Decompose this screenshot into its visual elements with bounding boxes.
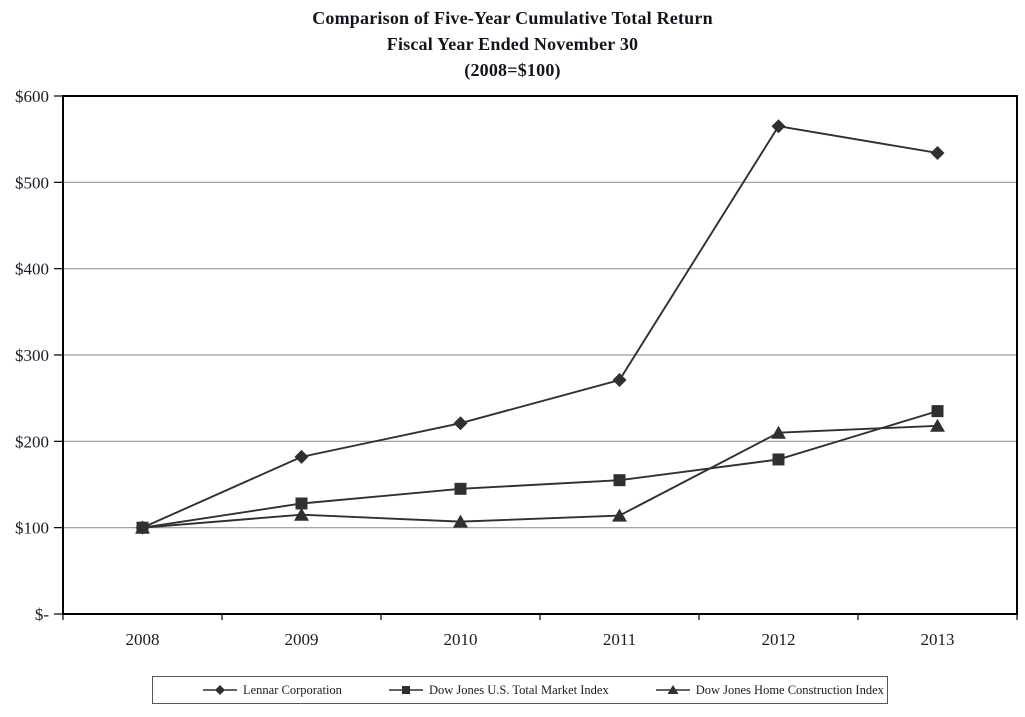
legend-label: Dow Jones U.S. Total Market Index: [428, 682, 609, 697]
series-line-dow-jones-home-construction-index: [142, 424, 938, 529]
series-line-lennar-corporation: [142, 125, 938, 529]
y-axis-tick-label: $600: [15, 87, 49, 106]
chart-title-line3: (2008=$100): [464, 60, 561, 80]
data-point-dow-jones-u-s-total-market-index: [295, 497, 308, 510]
legend-sample-marker: [667, 685, 679, 694]
square-marker-line-icon: [388, 686, 423, 694]
x-axis-tick-label: 2013: [921, 630, 955, 649]
y-axis-tick-label: $100: [15, 519, 49, 538]
data-point-dow-jones-u-s-total-market-index: [613, 474, 626, 487]
x-axis-tick-label: 2009: [285, 630, 319, 649]
legend-label: Dow Jones Home Construction Index: [695, 682, 884, 697]
chart-title-line1: Comparison of Five-Year Cumulative Total…: [312, 8, 713, 28]
diamond-marker-line-icon: [203, 685, 237, 695]
legend-item-dj-home-construction-index: Dow Jones Home Construction Index: [655, 682, 884, 698]
chart-canvas: $- $100 $200 $300 $400 $500 $600 2008 2009 2010 20…: [15, 87, 1018, 649]
x-axis-tick-label: 2012: [762, 630, 796, 649]
data-point-dow-jones-u-s-total-market-index: [454, 482, 467, 495]
x-axis-tick-label: 2010: [444, 630, 478, 649]
data-point-dow-jones-home-construction-index: [612, 508, 627, 522]
data-point-lennar-corporation: [453, 416, 468, 431]
data-point-lennar-corporation: [294, 449, 309, 464]
data-point-dow-jones-u-s-total-market-index: [931, 405, 944, 418]
data-point-dow-jones-home-construction-index: [930, 418, 945, 432]
legend-label: Lennar Corporation: [243, 682, 342, 697]
series-line-dow-jones-u-s-total-market-index: [142, 410, 938, 529]
y-axis-tick-label: $300: [15, 346, 49, 365]
data-point-dow-jones-home-construction-index: [135, 520, 150, 534]
data-point-lennar-corporation: [771, 119, 786, 134]
legend-item-dj-us-total-market-index: Dow Jones U.S. Total Market Index: [388, 682, 609, 698]
y-axis-tick-label: $400: [15, 260, 49, 279]
data-point-dow-jones-u-s-total-market-index: [772, 453, 785, 466]
legend-box: Lennar Corporation Dow Jones U.S. Total …: [152, 676, 888, 704]
triangle-marker-line-icon: [655, 685, 690, 694]
data-point-dow-jones-home-construction-index: [771, 425, 786, 439]
data-point-dow-jones-home-construction-index: [294, 507, 309, 521]
legend-sample-marker: [401, 686, 410, 694]
data-point-lennar-corporation: [930, 145, 945, 160]
chart-title-line2: Fiscal Year Ended November 30: [386, 34, 639, 54]
x-axis-tick-label: 2008: [126, 630, 160, 649]
chart-title-block: Comparison of Five-Year Cumulative Total…: [0, 5, 1025, 83]
y-axis-tick-label: $500: [15, 173, 49, 192]
y-axis-tick-label: $200: [15, 432, 49, 451]
data-point-dow-jones-home-construction-index: [453, 514, 468, 528]
x-axis-tick-label: 2011: [603, 630, 636, 649]
legend-item-lennar-corporation: Lennar Corporation: [203, 683, 342, 698]
data-point-lennar-corporation: [612, 373, 627, 388]
y-axis-tick-label: $-: [35, 605, 50, 624]
legend-sample-marker: [215, 685, 225, 695]
